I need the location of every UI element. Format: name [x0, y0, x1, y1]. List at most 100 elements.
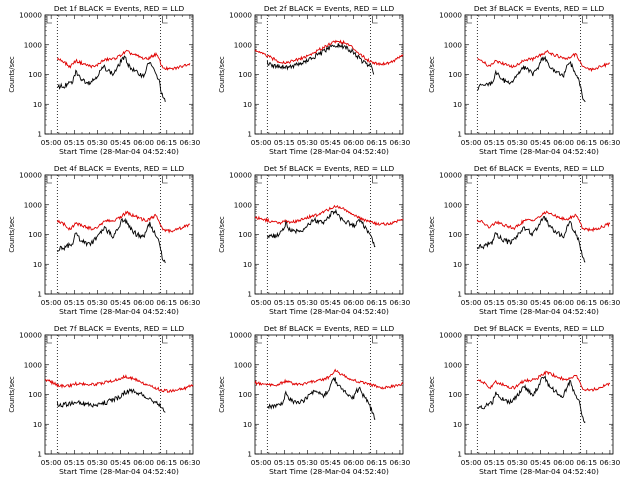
y-tick-label: 1 [457, 450, 462, 459]
x-tick-label: 05:30 [87, 298, 108, 307]
panel-title: Det 3f BLACK = Events, RED = LLD [474, 4, 605, 13]
series-events-line [477, 55, 586, 103]
y-tick-label: 10000 [19, 171, 42, 180]
interval-marker [466, 336, 472, 344]
x-tick-label: 06:00 [133, 458, 154, 467]
y-tick-label: 10 [33, 100, 43, 109]
y-tick-label: 1 [457, 290, 462, 299]
y-tick-label: 10000 [19, 11, 42, 20]
y-tick-label: 100 [448, 70, 462, 79]
plot-frame [254, 334, 404, 455]
x-tick-label: 06:00 [133, 138, 154, 147]
x-tick-label: 06:15 [366, 458, 387, 467]
interval-marker [466, 16, 472, 24]
y-tick-label: 100 [238, 230, 252, 239]
series-lld-line [477, 370, 611, 392]
interval-marker [46, 336, 52, 344]
panel-title: Det 8f BLACK = Events, RED = LLD [264, 324, 395, 333]
series-lld-line [254, 204, 404, 227]
x-axis-label: Start Time (28-Mar-04 04:52:40) [479, 147, 599, 156]
series-lld-line [56, 49, 191, 71]
x-tick-label: 05:00 [251, 298, 272, 307]
y-axis-label: Counts/sec [8, 216, 16, 253]
panel-title: Det 1f BLACK = Events, RED = LLD [54, 4, 185, 13]
y-tick-label: 10000 [229, 171, 252, 180]
x-tick-label: 05:00 [251, 138, 272, 147]
x-tick-label: 05:00 [461, 458, 482, 467]
y-tick-label: 1000 [24, 40, 43, 49]
x-tick-label: 06:15 [156, 458, 177, 467]
y-tick-label: 10000 [19, 331, 42, 340]
y-axis-label: Counts/sec [8, 56, 16, 93]
x-axis-label: Start Time (28-Mar-04 04:52:40) [269, 307, 389, 316]
interval-marker [256, 176, 262, 184]
y-tick-label: 10 [453, 420, 463, 429]
x-axis-label: Start Time (28-Mar-04 04:52:40) [59, 467, 179, 476]
interval-marker [256, 16, 262, 24]
y-tick-label: 100 [238, 390, 252, 399]
x-tick-label: 06:15 [576, 138, 597, 147]
x-tick-label: 06:15 [366, 138, 387, 147]
x-tick-label: 05:00 [461, 298, 482, 307]
y-tick-label: 1 [37, 450, 42, 459]
y-tick-label: 1 [247, 290, 252, 299]
x-tick-label: 06:30 [600, 298, 621, 307]
x-tick-label: 05:15 [274, 138, 295, 147]
x-tick-label: 05:30 [507, 138, 528, 147]
y-tick-label: 100 [448, 390, 462, 399]
y-tick-label: 10 [33, 420, 43, 429]
x-axis-label: Start Time (28-Mar-04 04:52:40) [269, 467, 389, 476]
x-tick-label: 06:30 [390, 138, 411, 147]
x-axis-label: Start Time (28-Mar-04 04:52:40) [479, 307, 599, 316]
y-tick-label: 1000 [444, 360, 463, 369]
x-tick-label: 05:30 [87, 458, 108, 467]
y-tick-label: 100 [238, 70, 252, 79]
y-tick-label: 10000 [439, 331, 462, 340]
y-tick-label: 100 [448, 230, 462, 239]
series-events-line [476, 216, 586, 263]
y-axis-label: Counts/sec [428, 376, 436, 413]
x-tick-label: 06:00 [343, 458, 364, 467]
series-events-line [266, 377, 376, 420]
series-events-line [57, 217, 166, 264]
plot-frame [464, 174, 614, 295]
x-tick-label: 06:30 [180, 298, 201, 307]
x-tick-label: 06:15 [156, 138, 177, 147]
x-tick-label: 06:15 [576, 458, 597, 467]
y-tick-label: 1 [37, 130, 42, 139]
x-tick-label: 05:45 [110, 458, 131, 467]
x-tick-label: 06:30 [180, 138, 201, 147]
x-tick-label: 05:00 [461, 138, 482, 147]
x-tick-label: 05:00 [251, 458, 272, 467]
panel-title: Det 6f BLACK = Events, RED = LLD [474, 164, 605, 173]
x-tick-label: 06:15 [366, 298, 387, 307]
panel-title: Det 5f BLACK = Events, RED = LLD [264, 164, 395, 173]
series-events-line [57, 55, 166, 102]
x-tick-label: 05:15 [274, 458, 295, 467]
series-events-line [266, 208, 376, 248]
y-axis-label: Counts/sec [218, 376, 226, 413]
y-tick-label: 10 [453, 260, 463, 269]
y-tick-label: 100 [28, 230, 42, 239]
x-tick-label: 05:45 [110, 138, 131, 147]
x-axis-label: Start Time (28-Mar-04 04:52:40) [479, 467, 599, 476]
interval-marker [256, 336, 262, 344]
x-tick-label: 06:15 [576, 298, 597, 307]
x-tick-label: 05:30 [297, 298, 318, 307]
x-tick-label: 06:00 [133, 298, 154, 307]
x-tick-label: 05:45 [320, 458, 341, 467]
x-tick-label: 05:15 [484, 458, 505, 467]
x-tick-label: 06:00 [553, 458, 574, 467]
y-tick-label: 10000 [229, 11, 252, 20]
y-tick-label: 1000 [444, 200, 463, 209]
x-tick-label: 06:30 [390, 458, 411, 467]
x-tick-label: 05:30 [87, 138, 108, 147]
series-lld-line [476, 210, 611, 233]
x-tick-label: 05:00 [41, 458, 62, 467]
x-tick-label: 05:30 [297, 138, 318, 147]
